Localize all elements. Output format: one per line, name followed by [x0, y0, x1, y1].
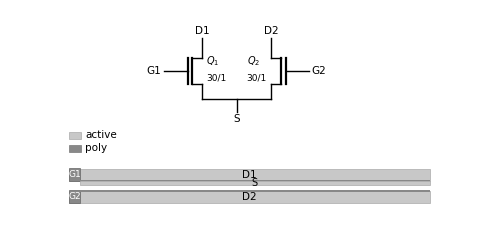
Text: S: S — [233, 114, 240, 124]
Bar — [69, 168, 80, 181]
Text: poly: poly — [85, 143, 107, 153]
Text: G1: G1 — [68, 170, 81, 179]
Text: D1: D1 — [195, 26, 210, 36]
Bar — [69, 168, 430, 180]
Bar — [80, 180, 430, 181]
Text: D2: D2 — [242, 192, 257, 202]
Bar — [80, 190, 430, 191]
Text: 30/1: 30/1 — [247, 74, 267, 83]
Bar — [69, 190, 80, 203]
Text: G2: G2 — [312, 66, 326, 76]
Text: active: active — [85, 130, 117, 141]
Text: S: S — [252, 178, 258, 188]
Text: $Q_2$: $Q_2$ — [247, 54, 260, 68]
Bar — [69, 191, 430, 203]
Text: 30/1: 30/1 — [206, 74, 227, 83]
Text: D2: D2 — [264, 26, 278, 36]
Text: D1: D1 — [242, 169, 257, 179]
Bar — [69, 132, 81, 139]
Bar — [69, 145, 81, 152]
Text: G2: G2 — [68, 192, 81, 201]
Text: $Q_1$: $Q_1$ — [206, 54, 219, 68]
Text: G1: G1 — [147, 66, 162, 76]
Bar — [80, 181, 430, 185]
